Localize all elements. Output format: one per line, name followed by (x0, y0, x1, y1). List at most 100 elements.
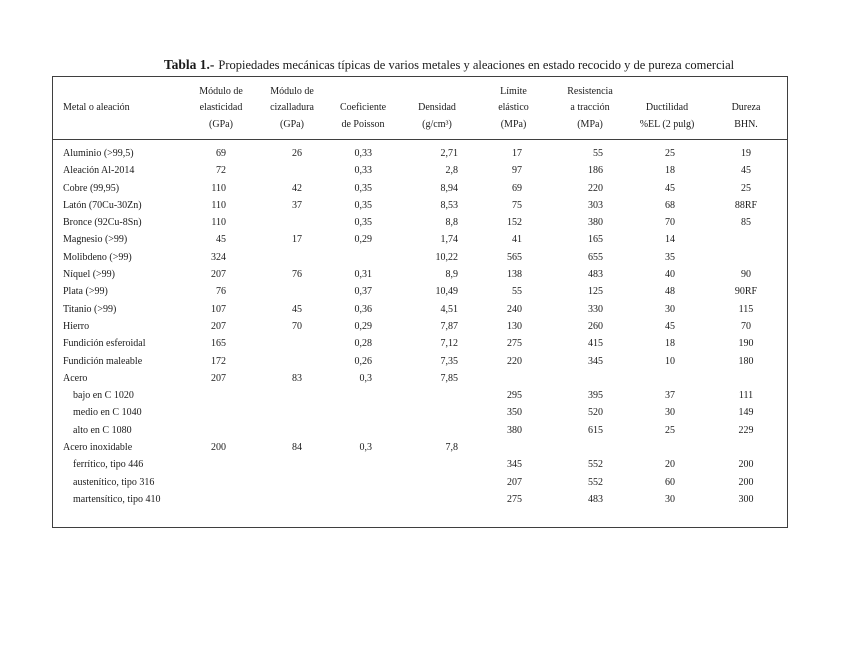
value-cell: 25 (665, 424, 675, 436)
metal-name-cell: Fundición maleable (63, 355, 143, 367)
metal-name-cell: Acero inoxidable (63, 442, 133, 454)
table-row: Acero 207 83 0,3 7,85 (53, 370, 787, 387)
header-cell: elasticidad (199, 102, 243, 114)
metal-name-cell: bajo en C 1020 (73, 390, 134, 402)
table-row: Plata (>99) 76 0,37 10,49 55 125 48 90RF (53, 283, 787, 300)
value-cell (476, 370, 551, 387)
metal-name-cell: Plata (>99) (63, 286, 108, 298)
value-cell: 17 (292, 234, 302, 246)
value-cell: 35 (665, 251, 675, 263)
table-row: bajo en C 1020 295 395 37 111 (53, 387, 787, 404)
value-cell: 107 (211, 303, 226, 315)
value-cell (398, 491, 476, 508)
value-cell: 0,28 (354, 338, 373, 350)
header-cell (328, 84, 398, 100)
value-cell: 42 (292, 182, 302, 194)
value-cell (705, 439, 787, 456)
value-cell (705, 249, 787, 266)
value-cell (256, 491, 328, 508)
value-cell: 55 (593, 148, 603, 159)
value-cell: 45 (216, 234, 226, 246)
header-cell: Módulo de (270, 86, 314, 97)
value-cell: 0,3 (359, 442, 373, 454)
value-cell: 380 (507, 424, 522, 436)
value-cell (186, 491, 256, 508)
metal-name-cell: alto en C 1080 (73, 424, 132, 436)
table-row: austenítico, tipo 316 207 552 60 200 (53, 474, 787, 491)
value-cell (629, 370, 705, 387)
value-cell: 75 (512, 199, 522, 211)
value-cell (256, 387, 328, 404)
value-cell: 97 (512, 165, 522, 177)
value-cell: 220 (588, 182, 603, 194)
metal-name-cell: austenítico, tipo 316 (73, 476, 155, 488)
value-cell: 69 (216, 148, 226, 159)
metal-name-cell: Molibdeno (>99) (63, 251, 132, 263)
value-cell: 83 (292, 372, 302, 384)
value-cell: 26 (292, 148, 302, 159)
value-cell: 20 (665, 459, 675, 471)
value-cell: 115 (738, 303, 754, 315)
value-cell: 0,3 (359, 372, 373, 384)
table-row: Latón (70Cu-30Zn) 110 37 0,35 8,53 75 303 68 88R… (53, 197, 787, 214)
value-cell: 190 (738, 338, 754, 350)
value-cell (328, 491, 398, 508)
table-row: Fundición maleable 172 0,26 7,35 220 345 10 180 (53, 353, 787, 370)
value-cell (256, 422, 328, 439)
table-row: Níquel (>99) 207 76 0,31 8,9 138 483 40 90 (53, 266, 787, 283)
table-row: medio en C 1040 350 520 30 149 (53, 404, 787, 421)
metal-name-cell: martensítico, tipo 410 (73, 493, 161, 505)
metal-name-cell: Fundición esferoidal (63, 338, 146, 350)
table-row: Fundición esferoidal 165 0,28 7,12 275 415 18 1… (53, 335, 787, 352)
value-cell (256, 335, 328, 352)
table-row: Cobre (99,95) 110 42 0,35 8,94 69 220 45 25 (53, 180, 787, 197)
value-cell: 7,35 (440, 355, 459, 367)
header-cell: BHN. (734, 118, 758, 130)
value-cell: 45 (292, 303, 302, 315)
table-row: Hierro 207 70 0,29 7,87 130 260 45 70 (53, 318, 787, 335)
value-cell (256, 283, 328, 300)
value-cell (186, 387, 256, 404)
header-cell (53, 117, 186, 133)
value-cell: 520 (588, 407, 603, 419)
value-cell: 85 (741, 217, 751, 229)
header-cell (398, 84, 476, 100)
table-row: alto en C 1080 380 615 25 229 (53, 422, 787, 439)
value-cell: 165 (588, 234, 603, 246)
value-cell: 0,29 (354, 234, 373, 246)
value-cell (328, 422, 398, 439)
value-cell: 395 (588, 390, 603, 402)
value-cell: 207 (211, 269, 226, 281)
header-cell: (GPa) (280, 118, 304, 130)
value-cell: 60 (665, 476, 675, 488)
value-cell: 2,8 (445, 165, 459, 177)
value-cell: 41 (512, 234, 522, 246)
header-cell: (GPa) (209, 118, 233, 130)
value-cell: 25 (665, 148, 675, 159)
value-cell: 220 (507, 355, 522, 367)
table-row: Bronce (92Cu-8Sn) 110 0,35 8,8 152 380 70 85 (53, 214, 787, 231)
metal-name-cell: Aluminio (>99,5) (63, 148, 134, 159)
value-cell: 295 (507, 390, 522, 402)
value-cell (705, 231, 787, 248)
value-cell: 0,35 (354, 217, 373, 229)
header-cell: elástico (498, 102, 529, 114)
table-title-text: Propiedades mecánicas típicas de varios … (218, 58, 735, 72)
table-row: Aleación Al-2014 72 0,33 2,8 97 186 18 45 (53, 162, 787, 179)
value-cell: 0,26 (354, 355, 373, 367)
table-row: ferrítico, tipo 446 345 552 20 200 (53, 456, 787, 473)
value-cell: 7,8 (445, 442, 459, 454)
metal-name-cell: Magnesio (>99) (63, 234, 128, 246)
value-cell: 345 (507, 459, 522, 471)
value-cell: 10 (665, 355, 675, 367)
value-cell: 483 (588, 493, 603, 505)
metal-name-cell: Acero (63, 372, 88, 384)
metal-name-cell: Latón (70Cu-30Zn) (63, 199, 142, 211)
value-cell: 330 (588, 303, 603, 315)
value-cell (256, 162, 328, 179)
value-cell: 200 (738, 459, 754, 471)
header-cell (53, 84, 186, 100)
value-cell: 138 (507, 269, 522, 281)
value-cell (256, 456, 328, 473)
value-cell: 17 (512, 148, 522, 159)
